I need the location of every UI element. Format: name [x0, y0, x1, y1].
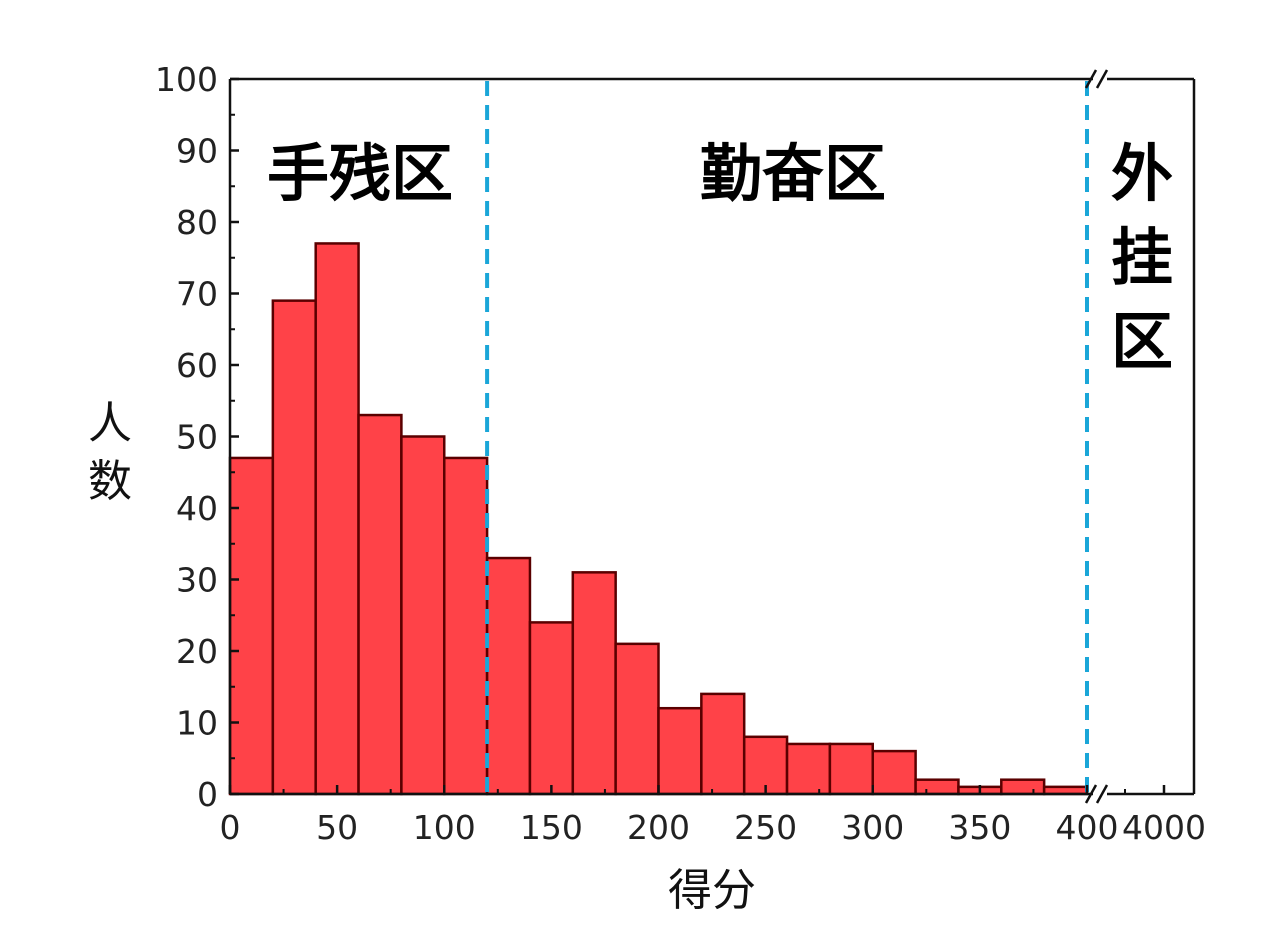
y-tick-label-90: 90	[176, 132, 218, 171]
y-axis-title: 人数	[88, 398, 132, 507]
labels-group: 人数 得分 手残区 勤奋区 外挂区	[88, 137, 1173, 916]
bar-280-300	[828, 742, 875, 796]
x-tick-label-400: 400	[1056, 808, 1119, 847]
x-tick-label-4000: 4000	[1122, 808, 1206, 847]
bars-group	[228, 242, 1089, 796]
bar-180-200	[614, 642, 660, 796]
x-tick-label-150: 150	[520, 808, 583, 847]
x-tick-label-0: 0	[220, 808, 241, 847]
bar-140-160	[528, 621, 575, 796]
x-tick-label-50: 50	[316, 808, 358, 847]
bar-260-280	[785, 742, 832, 796]
bar-160-180	[571, 571, 617, 796]
axis-break-mark-bottom-2	[1095, 784, 1109, 804]
bar-120-140	[485, 556, 532, 796]
zone-label-hand: 手残区	[267, 137, 453, 210]
y-tick-label-30: 30	[176, 561, 218, 600]
bar-20-40	[271, 299, 317, 796]
bar-360-380	[1000, 778, 1046, 796]
axis-break-mark-top-1	[1084, 69, 1098, 89]
y-tick-label-60: 60	[176, 346, 218, 385]
y-tick-label-100: 100	[155, 60, 218, 99]
bar-100-120	[443, 456, 489, 796]
bar-320-340	[914, 778, 960, 796]
bar-300-320	[871, 749, 917, 796]
axes-group: 0 10 20 30 40 50 60 70 80 90 100 0 50 100 150 200 250 300…	[155, 60, 1206, 847]
bar-220-240	[700, 692, 746, 796]
y-tick-label-80: 80	[176, 203, 218, 242]
zone-label-diligent: 勤奋区	[700, 137, 886, 210]
bar-60-80	[357, 413, 403, 796]
x-tick-label-350: 350	[948, 808, 1011, 847]
axis-break-mark-top-2	[1095, 69, 1109, 89]
x-tick-label-100: 100	[413, 808, 476, 847]
bar-80-100	[400, 435, 446, 796]
y-tick-label-50: 50	[176, 418, 218, 457]
x-axis-title: 得分	[668, 865, 756, 916]
x-tick-label-300: 300	[841, 808, 904, 847]
bar-200-220	[657, 706, 703, 796]
x-tick-label-200: 200	[627, 808, 690, 847]
y-tick-label-70: 70	[176, 275, 218, 314]
y-tick-label-40: 40	[176, 489, 218, 528]
y-tick-label-10: 10	[176, 704, 218, 743]
y-tick-label-0: 0	[197, 775, 218, 814]
x-tick-label-250: 250	[734, 808, 797, 847]
axis-break-mark-bottom-1	[1084, 784, 1098, 804]
y-tick-label-20: 20	[176, 632, 218, 671]
zone-label-cheat: 外挂区	[1111, 137, 1173, 378]
bar-40-60	[314, 242, 360, 796]
